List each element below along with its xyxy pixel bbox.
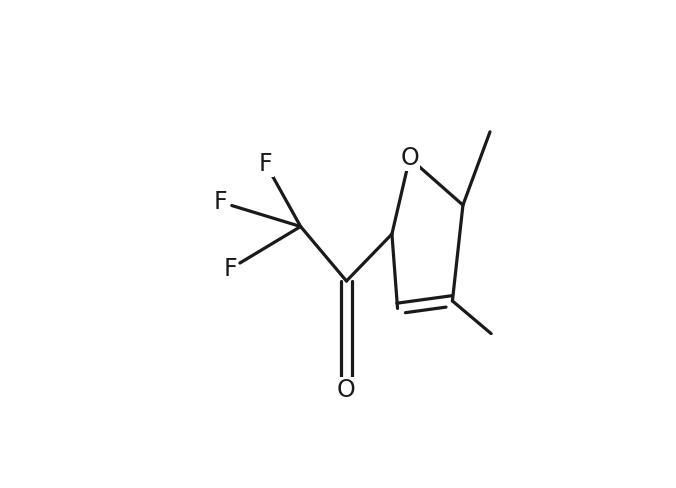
Text: F: F xyxy=(223,257,237,281)
Text: O: O xyxy=(400,146,419,170)
Text: O: O xyxy=(337,378,356,402)
Text: F: F xyxy=(214,190,227,214)
Text: F: F xyxy=(259,152,272,176)
